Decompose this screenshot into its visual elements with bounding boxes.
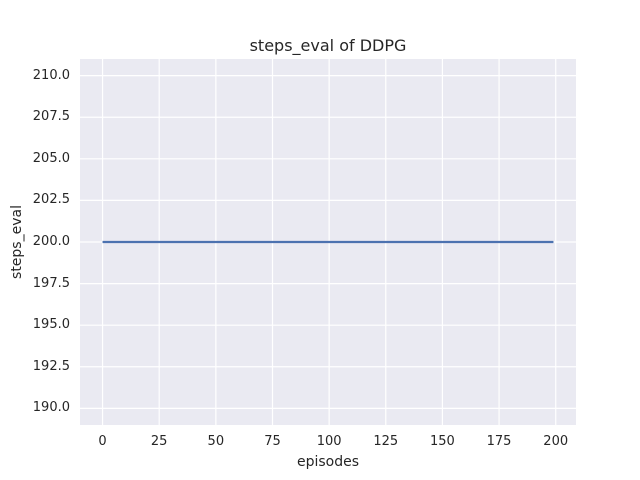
- chart-title: steps_eval of DDPG: [249, 36, 407, 55]
- x-tick-label: 125: [373, 434, 399, 449]
- line-plot-canvas: [80, 59, 576, 425]
- y-tick-label: 202.5: [32, 192, 70, 208]
- x-tick-label: 100: [316, 434, 342, 449]
- x-tick-label: 50: [207, 434, 225, 449]
- y-tick-label: 205.0: [32, 150, 70, 166]
- y-tick-label: 190.0: [32, 400, 70, 416]
- x-tick-label: 25: [150, 434, 168, 449]
- y-tick-label: 192.5: [32, 358, 70, 374]
- x-axis-label: episodes: [296, 454, 360, 470]
- y-tick-label: 195.0: [32, 317, 70, 333]
- x-tick-label: 150: [430, 434, 455, 449]
- y-tick-label: 200.0: [32, 234, 70, 249]
- y-tick-label: 210.0: [32, 67, 70, 83]
- x-tick-label: 0: [98, 434, 107, 449]
- y-tick-label: 197.5: [32, 275, 70, 291]
- plot-area: [80, 59, 576, 425]
- x-tick-label: 175: [486, 434, 512, 449]
- x-tick-label: 75: [264, 434, 281, 449]
- x-tick-label: 200: [543, 434, 569, 449]
- y-tick-label: 207.5: [32, 109, 70, 125]
